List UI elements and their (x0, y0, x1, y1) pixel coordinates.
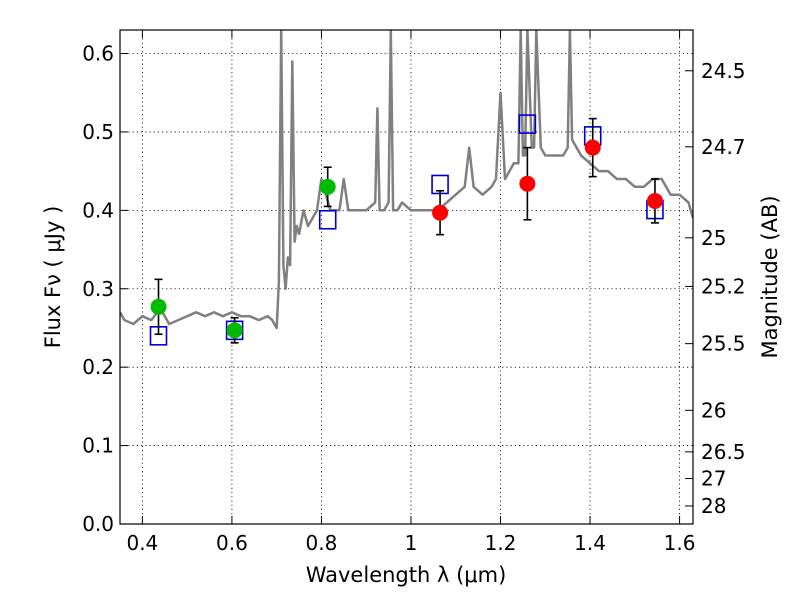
right-tick-label: 24.7 (701, 135, 746, 159)
y-tick-label: 0.3 (82, 277, 114, 301)
x-tick-label: 0.8 (306, 531, 338, 555)
y-tick-label: 0.4 (82, 198, 114, 222)
red-data-point (432, 204, 449, 221)
green-data-point (226, 322, 243, 339)
x-tick-label: 1.2 (485, 531, 517, 555)
red-data-point (584, 139, 601, 156)
x-axis-title: Wavelength λ (μm) (306, 563, 507, 587)
x-tick-label: 0.4 (126, 531, 158, 555)
y-axis-title: Flux Fν ( μJy ) (41, 206, 65, 349)
right-tick-label: 25 (701, 226, 726, 250)
right-axis-title: Magnitude (AB) (758, 195, 782, 358)
y-tick-label: 0.0 (82, 512, 114, 536)
plot-area (120, 30, 693, 346)
right-tick-label: 26.5 (701, 440, 746, 464)
right-tick-label: 27 (701, 467, 726, 491)
right-tick-label: 25.5 (701, 332, 746, 356)
x-tick-label: 1.6 (664, 531, 696, 555)
right-tick-label: 28 (701, 494, 726, 518)
red-data-point (646, 192, 663, 209)
x-tick-label: 0.6 (216, 531, 248, 555)
green-data-point (150, 298, 167, 315)
x-tick-label: 1.4 (574, 531, 606, 555)
spectrum-line (120, 30, 693, 330)
grid-lines (120, 30, 693, 525)
y-tick-label: 0.5 (82, 120, 114, 144)
right-tick-label: 24.5 (701, 59, 746, 83)
y-tick-label: 0.2 (82, 355, 114, 379)
model-square (518, 114, 537, 134)
right-tick-label: 25.2 (701, 274, 746, 298)
green-data-point (319, 178, 336, 195)
x-tick-label: 1 (405, 531, 418, 555)
axes: 0.4 0.6 0.8 1 1.2 1.4 1.6 0.0 0.1 0.2 0.3 0.4 0.5 0.6… (82, 30, 746, 555)
right-tick-label: 26 (701, 398, 726, 422)
model-square (318, 209, 337, 230)
red-data-point (519, 175, 536, 192)
plot-frame (119, 29, 694, 525)
y-tick-label: 0.1 (82, 434, 114, 458)
y-tick-label: 0.6 (82, 42, 114, 66)
